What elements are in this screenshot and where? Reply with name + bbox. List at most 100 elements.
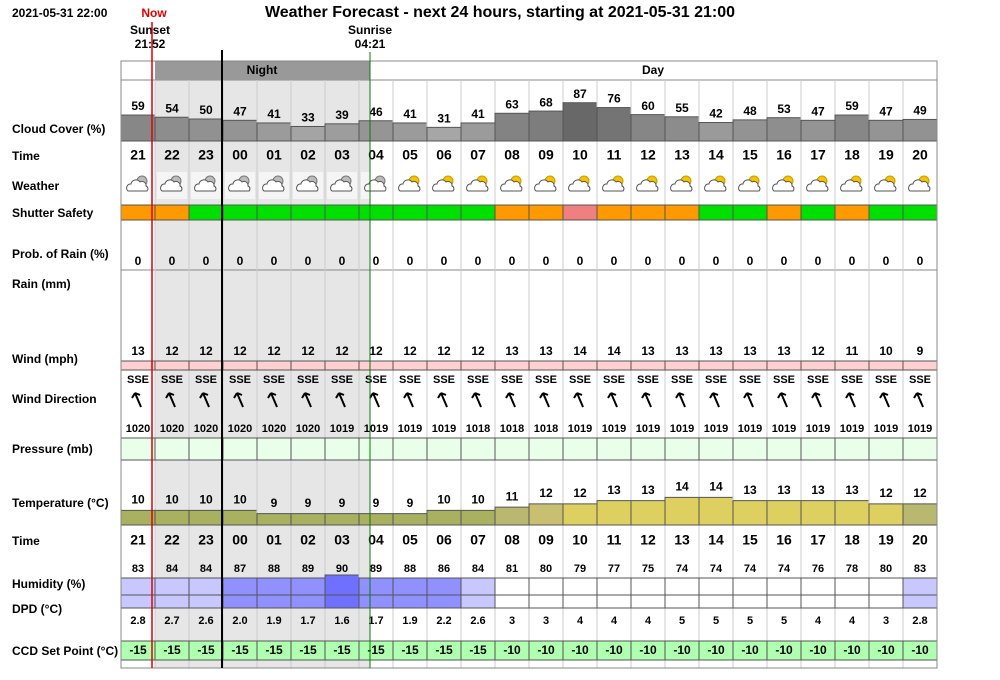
wind-cell <box>596 360 632 371</box>
wind-dir: SSE <box>535 374 557 386</box>
cloud-icon <box>432 179 455 192</box>
temperature-bar <box>800 500 836 526</box>
pressure-value: 1019 <box>840 423 864 435</box>
ccd-value: -10 <box>605 643 623 657</box>
hour: 07 <box>470 147 486 163</box>
cloud-icon <box>908 179 931 192</box>
cloud-icon <box>228 179 251 192</box>
temperature-value: 10 <box>437 493 451 507</box>
cloud-value: 31 <box>437 112 451 126</box>
wind-cell <box>834 360 870 371</box>
pressure-value: 1019 <box>330 423 354 435</box>
dpd-value: 1.9 <box>266 615 281 627</box>
row-label: Time <box>12 149 40 163</box>
temperature-bar <box>562 503 598 526</box>
shutter-cell <box>358 204 394 221</box>
ccd-value: -10 <box>741 643 759 657</box>
shutter-cell <box>868 204 904 221</box>
humidity-value: 89 <box>370 563 382 575</box>
hour: 23 <box>198 532 214 548</box>
shutter-cell <box>324 204 360 221</box>
cloud-value: 39 <box>335 108 349 122</box>
cloud-icon <box>194 179 217 192</box>
ccd-value: -10 <box>639 643 657 657</box>
wind-dir: SSE <box>501 374 523 386</box>
cloud-bar <box>868 119 904 142</box>
rain-prob: 0 <box>441 254 448 268</box>
pressure-value: 1019 <box>398 423 422 435</box>
wind-arrow <box>539 392 550 408</box>
temperature-bar <box>766 500 802 526</box>
cloud-value: 55 <box>675 101 689 115</box>
pressure-cell <box>222 437 258 461</box>
pressure-value: 1019 <box>670 423 694 435</box>
wind-cell <box>154 360 190 371</box>
wind-value: 13 <box>505 344 519 358</box>
cloud-icon <box>330 179 353 192</box>
humidity-value: 80 <box>540 563 552 575</box>
cloud-bar <box>494 112 530 142</box>
shutter-cell <box>426 204 462 221</box>
shutter-cell <box>188 204 224 221</box>
now-label: Now <box>141 6 167 20</box>
dpd-value: 5 <box>679 615 685 627</box>
rain-prob: 0 <box>169 254 176 268</box>
cloud-bar <box>460 122 496 142</box>
cloud-value: 87 <box>573 87 587 101</box>
wind-dir: SSE <box>603 374 625 386</box>
cloud-icon <box>636 179 659 192</box>
wind-dir: SSE <box>399 374 421 386</box>
wind-arrow <box>199 392 210 408</box>
pressure-cell <box>494 437 530 461</box>
cloud-bar <box>834 114 870 142</box>
dpd-value: 5 <box>781 615 787 627</box>
pressure-value: 1019 <box>874 423 898 435</box>
wind-arrow <box>131 392 142 408</box>
ccd-value: -10 <box>571 643 589 657</box>
rain-prob: 0 <box>203 254 210 268</box>
hour: 09 <box>538 532 554 548</box>
hour: 18 <box>844 532 860 548</box>
cloud-value: 49 <box>913 104 927 118</box>
cloud-icon <box>398 179 421 192</box>
ccd-value: -10 <box>503 643 521 657</box>
humidity-value: 74 <box>778 563 791 575</box>
cloud-icon <box>840 179 863 192</box>
wind-value: 9 <box>917 344 924 358</box>
temperature-bar <box>596 500 632 526</box>
row-label: Humidity (%) <box>12 577 85 591</box>
shutter-cell <box>392 204 428 221</box>
shutter-cell <box>528 204 564 221</box>
wind-dir: SSE <box>127 374 149 386</box>
hour: 04 <box>368 532 384 548</box>
temperature-bar <box>868 503 904 526</box>
cloud-value: 76 <box>607 92 621 106</box>
row-label: Temperature (°C) <box>12 496 109 510</box>
wind-arrow <box>607 392 618 408</box>
humidity-value: 87 <box>234 563 246 575</box>
temperature-bar <box>358 513 394 526</box>
pressure-value: 1019 <box>908 423 932 435</box>
cloud-value: 63 <box>505 97 519 111</box>
hour: 23 <box>198 147 214 163</box>
cloud-icon <box>772 179 795 192</box>
wind-arrow <box>301 392 312 408</box>
ccd-value: -10 <box>537 643 555 657</box>
wind-arrow <box>165 392 176 408</box>
humidity-cell <box>834 577 870 609</box>
temperature-value: 12 <box>573 486 587 500</box>
temperature-bar <box>392 513 428 526</box>
wind-arrow <box>913 392 924 408</box>
temperature-bar <box>460 509 496 526</box>
wind-dir: SSE <box>875 374 897 386</box>
humidity-value: 81 <box>506 563 518 575</box>
wind-cell <box>290 360 326 371</box>
rain-prob: 0 <box>339 254 346 268</box>
cloud-bar <box>902 118 938 142</box>
cloud-bar <box>324 123 360 142</box>
temperature-value: 13 <box>811 483 825 497</box>
pressure-value: 1020 <box>296 423 320 435</box>
cloud-value: 59 <box>131 99 145 113</box>
pressure-cell <box>188 437 224 461</box>
hour: 14 <box>708 532 724 548</box>
